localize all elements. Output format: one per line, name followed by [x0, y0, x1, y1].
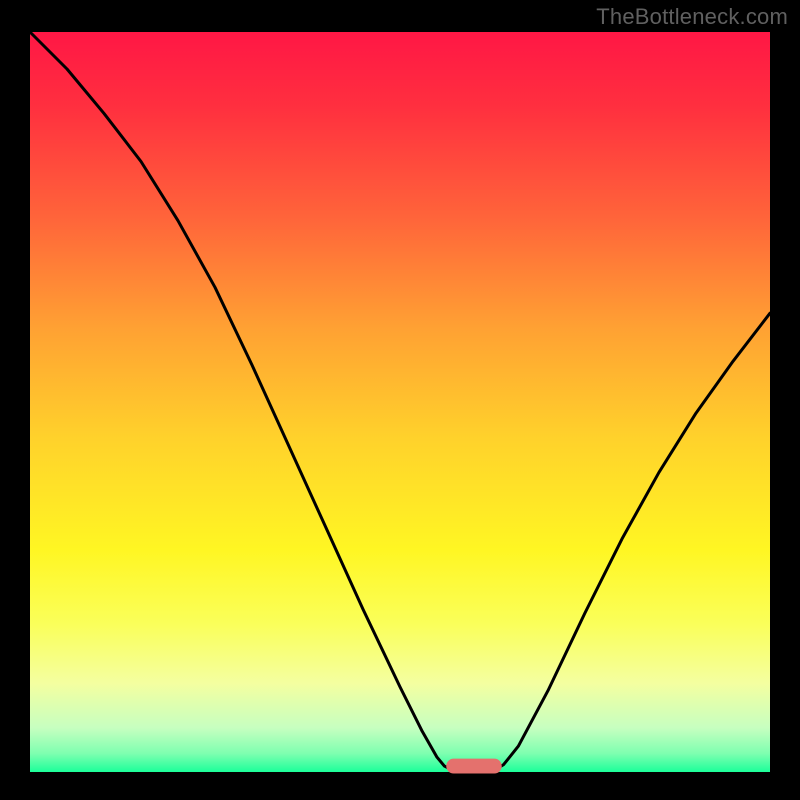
bottleneck-chart: [0, 0, 800, 800]
chart-frame: TheBottleneck.com: [0, 0, 800, 800]
watermark-text: TheBottleneck.com: [596, 4, 788, 30]
optimal-marker: [446, 759, 502, 774]
gradient-background: [30, 32, 770, 772]
